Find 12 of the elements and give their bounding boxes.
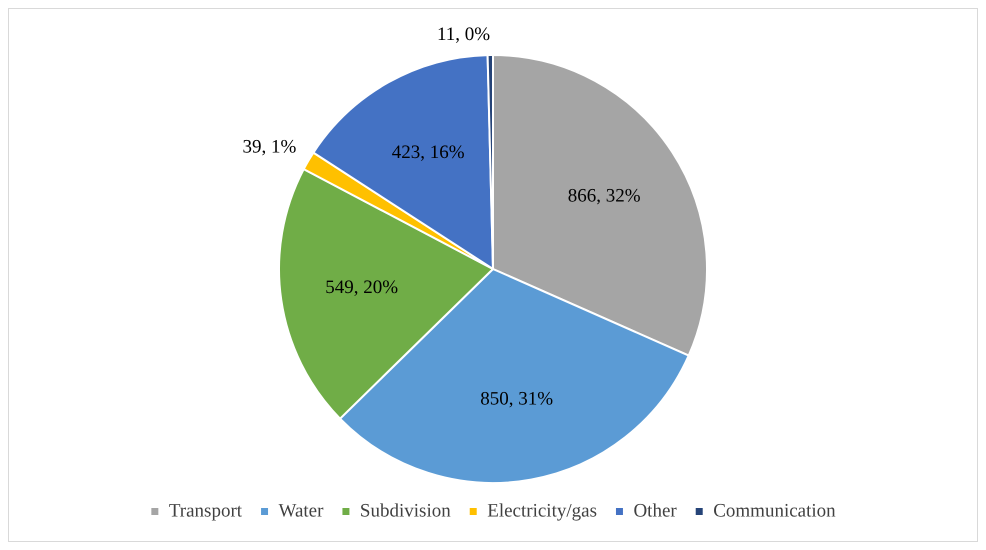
data-label: 850, 31%	[480, 388, 554, 410]
legend-label: Electricity/gas	[487, 500, 597, 522]
legend-label: Water	[278, 500, 324, 522]
legend-label: Transport	[168, 500, 243, 522]
data-label: 11, 0%	[436, 24, 490, 46]
data-label: 423, 16%	[392, 142, 465, 164]
legend-label: Communication	[713, 500, 836, 522]
data-label: 549, 20%	[325, 277, 398, 298]
legend-label: Other	[633, 500, 678, 522]
data-label: 39, 1%	[242, 136, 296, 158]
data-label: 866, 32%	[568, 186, 641, 207]
legend-label: Subdivision	[360, 500, 452, 522]
